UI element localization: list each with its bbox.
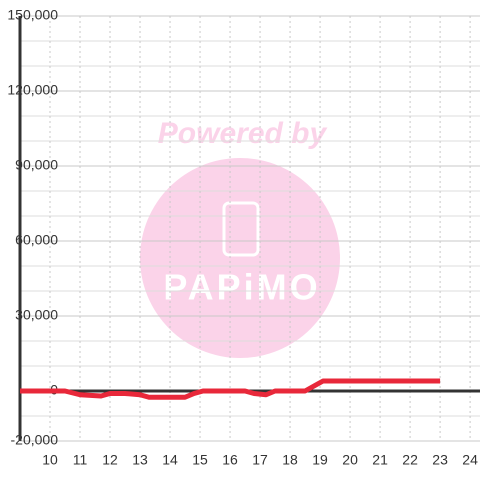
y-tick-label: 30,000: [15, 307, 58, 323]
x-tick-label: 14: [162, 452, 178, 468]
x-tick-label: 16: [222, 452, 238, 468]
watermark-phone: [222, 201, 260, 257]
x-tick-label: 21: [372, 452, 388, 468]
watermark-circle: [140, 158, 340, 358]
y-tick-label: 60,000: [15, 232, 58, 248]
x-tick-label: 18: [282, 452, 298, 468]
x-tick-label: 24: [462, 452, 478, 468]
watermark-text: Powered by: [158, 117, 328, 150]
x-tick-label: 22: [402, 452, 418, 468]
x-tick-label: 19: [312, 452, 328, 468]
x-tick-label: 23: [432, 452, 448, 468]
series-line: [20, 378, 441, 400]
x-tick-label: 11: [73, 452, 88, 468]
y-tick-label: 150,000: [7, 7, 58, 23]
x-tick-label: 15: [192, 452, 208, 468]
x-tick-label: 20: [342, 452, 358, 468]
y-tick-label: -20,000: [11, 432, 59, 448]
watermark-logo: PAPiMO: [163, 267, 320, 308]
x-tick-label: 12: [102, 452, 118, 468]
y-tick-label: 90,000: [15, 157, 58, 173]
x-tick-label: 17: [252, 452, 268, 468]
y-tick-label: 120,000: [7, 82, 58, 98]
x-tick-label: 10: [42, 452, 58, 468]
x-tick-label: 13: [132, 452, 148, 468]
